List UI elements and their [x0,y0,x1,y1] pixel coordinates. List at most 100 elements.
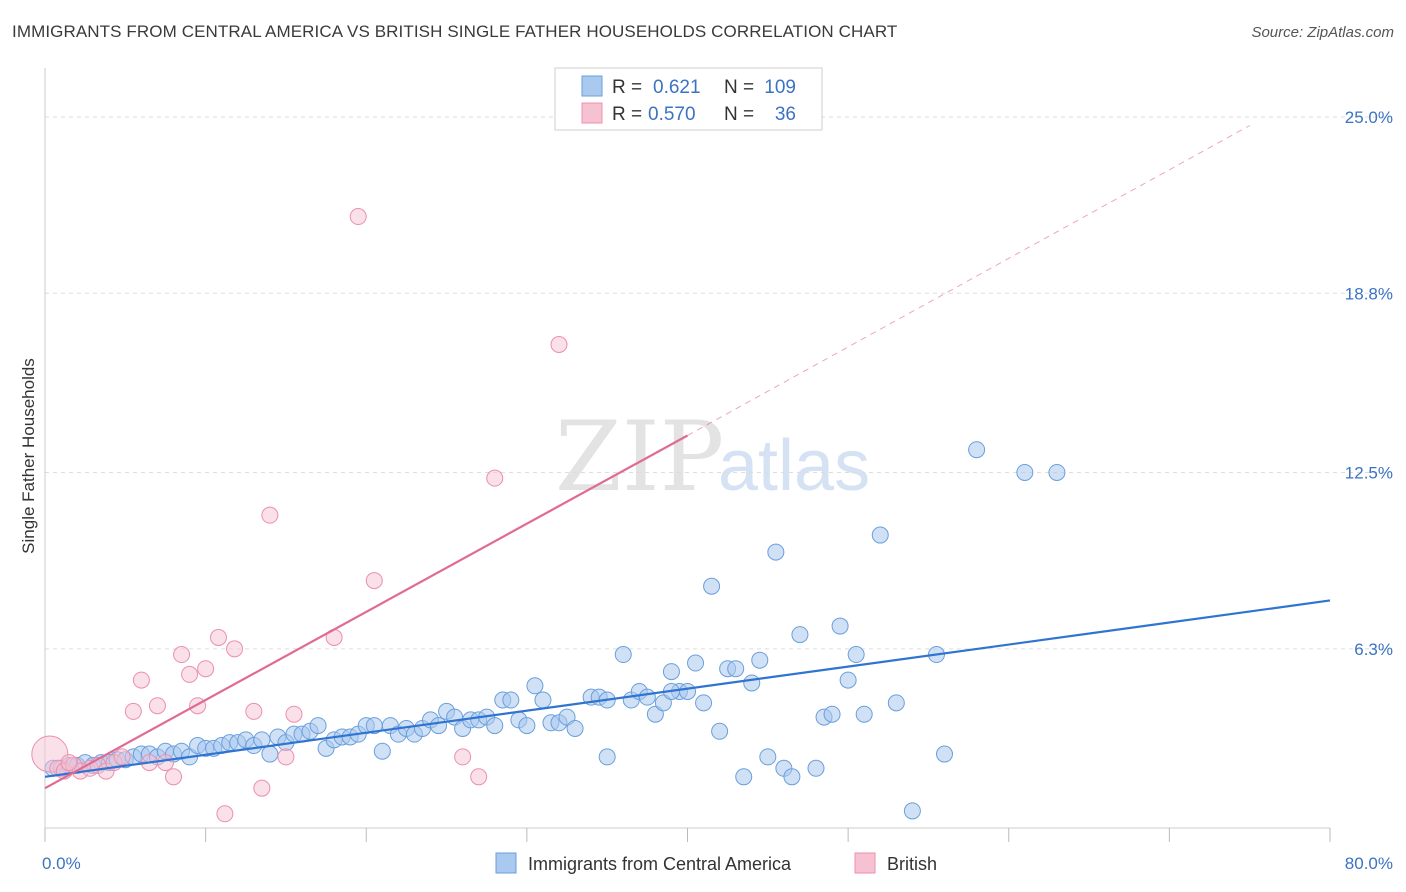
x-tick-label: 80.0% [1345,854,1393,873]
point-immigrants [751,651,769,669]
y-tick-label: 25.0% [1345,108,1393,127]
legend-r-value-2: 0.570 [648,104,696,125]
trend-line-british-extended [687,125,1250,436]
point-immigrants [727,660,745,678]
point-immigrants [783,768,801,786]
point-british [226,640,244,658]
point-immigrants [430,717,448,735]
point-immigrants [767,543,785,561]
point-british [486,469,504,487]
legend-n-value-1: 109 [764,77,796,98]
legend-swatch-pink [581,102,603,124]
point-immigrants [735,768,753,786]
point-british [349,208,367,226]
point-british [454,748,472,766]
point-immigrants [309,717,327,735]
point-immigrants [759,748,777,766]
series-british-points [31,208,568,823]
correlation-legend: R = 0.621 N = 109 R = 0.570 N = 36 [554,67,823,131]
point-immigrants [743,674,761,692]
point-immigrants [373,742,391,760]
point-immigrants [847,646,865,664]
point-immigrants [823,705,841,723]
legend-n-value-2: 36 [775,104,796,125]
point-immigrants [679,682,696,700]
point-british [165,768,182,786]
point-immigrants [695,694,713,712]
source-credit: Source: ZipAtlas.com [1251,24,1394,41]
point-immigrants [807,759,825,777]
point-immigrants [614,646,632,664]
point-british [261,506,279,524]
legend-n-label-2: N = [724,104,754,125]
point-british [60,754,78,772]
trend-lines [44,125,1331,790]
watermark-zip: ZIP [555,401,724,513]
point-british [470,768,488,786]
point-british [209,628,227,646]
point-immigrants [831,617,849,635]
point-british [113,748,131,766]
trend-line-british [44,434,689,790]
point-british [148,697,166,715]
legend-r-label-1: R = [612,77,642,98]
y-tick-label: 18.8% [1345,284,1393,303]
y-tick-label: 6.3% [1354,640,1393,659]
point-immigrants [855,705,873,723]
point-immigrants [791,626,809,644]
y-tick-label: 12.5% [1345,463,1393,482]
point-immigrants [936,745,953,763]
point-british [181,665,199,683]
point-british [285,705,303,723]
point-immigrants [871,526,889,544]
point-british [216,805,234,823]
point-british [124,702,142,720]
x-tick-labels: 0.0% 80.0% [42,854,1393,873]
point-immigrants [1048,463,1066,481]
point-immigrants [687,654,705,672]
point-british [245,702,263,720]
point-british [132,671,150,689]
point-immigrants [526,677,544,695]
point-immigrants [534,691,552,709]
bottom-legend-label-british: British [887,854,937,874]
x-tick-label: 0.0% [42,854,81,873]
point-immigrants [638,688,656,706]
watermark: ZIP atlas [555,401,870,513]
y-axis-label: Single Father Households [19,358,38,554]
point-immigrants [502,691,520,709]
legend-swatch-blue [581,75,603,97]
point-immigrants [968,441,986,459]
point-immigrants [703,577,721,595]
point-immigrants [711,722,729,740]
legend-r-label-2: R = [612,104,642,125]
legend-r-value-1: 0.621 [653,77,701,98]
point-immigrants [839,671,857,689]
series-legend: Immigrants from Central America British [495,852,937,874]
axes [44,68,1331,842]
point-immigrants [518,717,536,735]
point-immigrants [903,802,921,820]
bottom-legend-swatch-blue [495,852,517,874]
trend-line-immigrants [44,599,1331,778]
watermark-atlas: atlas [718,426,870,506]
point-british [365,572,383,590]
point-immigrants [598,748,616,766]
y-tick-labels: 6.3% 12.5% 18.8% 25.0% [1345,108,1393,659]
point-immigrants [662,663,680,681]
point-immigrants [566,719,584,737]
chart-title: IMMIGRANTS FROM CENTRAL AMERICA VS BRITI… [12,22,898,41]
point-british [253,779,271,797]
point-british [197,660,215,678]
bottom-legend-label-immigrants: Immigrants from Central America [528,854,792,874]
bottom-legend-swatch-pink [854,852,876,874]
point-immigrants [261,745,279,763]
point-british [550,336,568,354]
point-british [173,646,191,664]
point-immigrants [887,694,905,712]
point-british [277,748,295,766]
point-british [156,754,174,772]
point-immigrants [486,717,504,735]
grid-lines [45,116,1392,650]
